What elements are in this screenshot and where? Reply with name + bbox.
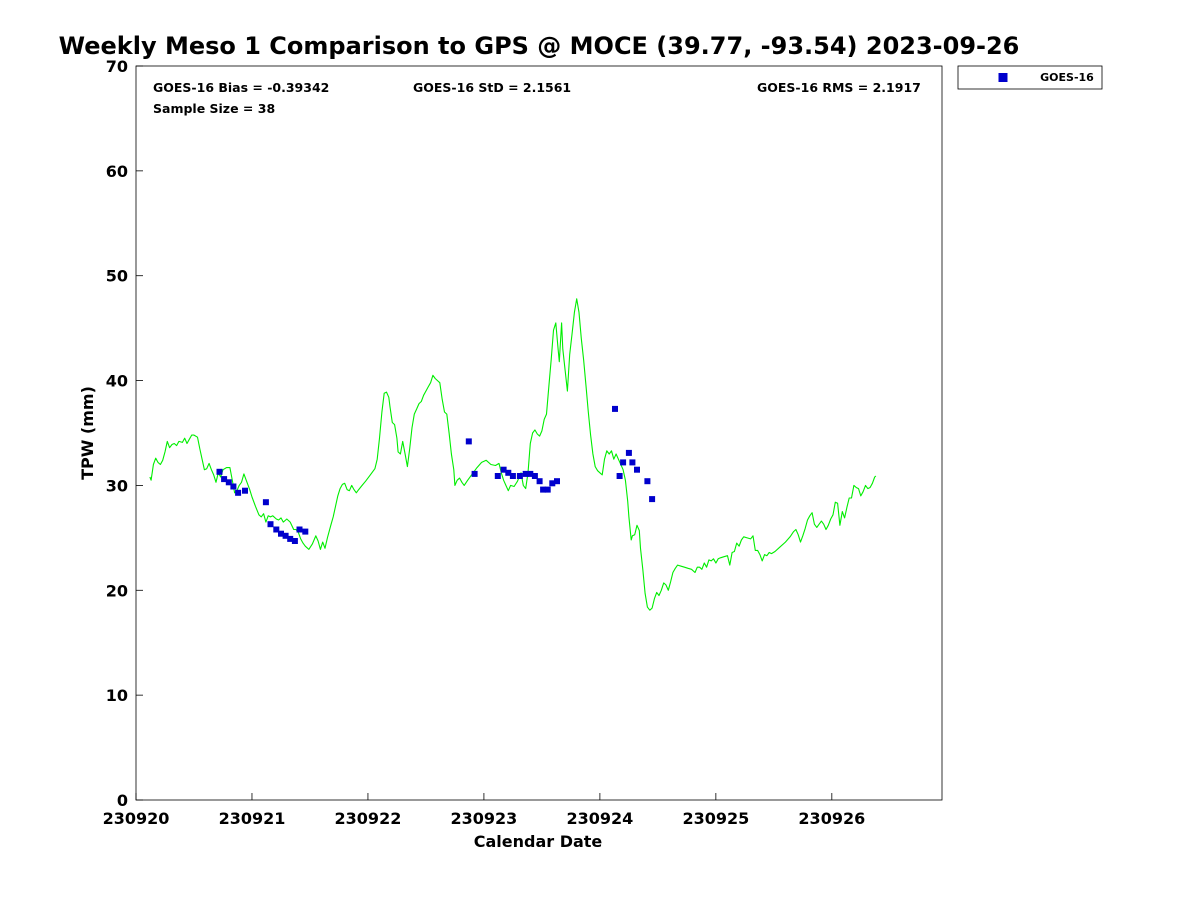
goes16-point	[221, 476, 228, 483]
axes-frame	[135, 65, 943, 801]
legend-box	[957, 65, 1103, 90]
sample-size-stat: Sample Size = 38	[153, 101, 275, 116]
y-tick-label: 70	[106, 57, 128, 76]
goes16-point	[505, 469, 512, 476]
goes16-point	[302, 528, 309, 535]
goes16-point	[625, 449, 632, 456]
goes16-point	[282, 532, 289, 539]
y-tick-label: 30	[106, 476, 128, 495]
goes16-point	[522, 470, 529, 477]
goes16-point	[242, 487, 248, 494]
goes16-point	[516, 473, 523, 479]
series-layer	[149, 298, 877, 611]
goes16-point	[554, 478, 560, 485]
chart-title: Weekly Meso 1 Comparison to GPS @ MOCE (…	[59, 32, 1020, 60]
std-stat: GOES-16 StD = 2.1561	[413, 80, 571, 95]
bias-stat: GOES-16 Bias = -0.39342	[153, 80, 329, 95]
goes16-point	[644, 478, 651, 485]
goes16-point	[500, 466, 507, 473]
x-tick-label: 230926	[798, 809, 865, 828]
goes16-point	[278, 530, 284, 537]
x-tick-label: 230922	[335, 809, 402, 828]
rms-stat: GOES-16 RMS = 2.1917	[757, 80, 921, 95]
goes16-point	[287, 535, 294, 542]
goes16-point	[549, 480, 556, 487]
goes16-point	[262, 499, 269, 506]
goes16-point	[225, 479, 232, 486]
x-tick-label: 230924	[566, 809, 633, 828]
goes16-point	[649, 496, 656, 503]
goes16-point	[267, 521, 274, 528]
y-axis-label: TPW (mm)	[78, 386, 97, 480]
goes16-point	[540, 486, 547, 493]
legend-label: GOES-16	[1040, 71, 1094, 84]
x-tick-label: 230920	[103, 809, 170, 828]
goes16-point	[616, 473, 623, 479]
legend: GOES-16	[957, 65, 1103, 90]
goes16-point	[291, 538, 298, 544]
goes16-point	[471, 470, 478, 477]
goes16-point	[612, 405, 618, 412]
y-tick-label: 20	[106, 581, 128, 600]
x-tick-label: 230925	[682, 809, 749, 828]
x-tick-label: 230923	[451, 809, 518, 828]
goes16-point	[296, 526, 303, 533]
goes16-point	[273, 526, 280, 533]
goes16-point	[531, 473, 538, 479]
goes16-point	[235, 489, 242, 496]
gps-line	[149, 298, 877, 611]
goes16-point	[216, 468, 223, 475]
y-axis: 0 10 20 30 40 50 60 70	[106, 57, 143, 810]
goes16-point	[527, 470, 534, 477]
goes16-point	[620, 459, 627, 466]
y-tick-label: 60	[106, 162, 128, 181]
x-tick-label: 230921	[219, 809, 286, 828]
y-tick-label: 40	[106, 372, 128, 391]
x-axis-label: Calendar Date	[474, 832, 603, 851]
goes16-point	[230, 483, 237, 490]
y-tick-label: 0	[117, 791, 128, 810]
goes16-point	[544, 486, 551, 493]
goes16-point	[629, 459, 636, 466]
plot-area	[135, 65, 943, 801]
y-tick-label: 10	[106, 686, 128, 705]
goes16-point	[465, 438, 472, 445]
y-tick-label: 50	[106, 267, 128, 286]
goes16-point	[634, 466, 640, 473]
goes16-point	[536, 478, 543, 485]
x-axis: 230920 230921 230922 230923 230924 230925 2309…	[103, 793, 865, 828]
goes16-point	[509, 473, 516, 479]
legend-marker	[998, 73, 1008, 82]
goes16-point	[494, 473, 501, 479]
